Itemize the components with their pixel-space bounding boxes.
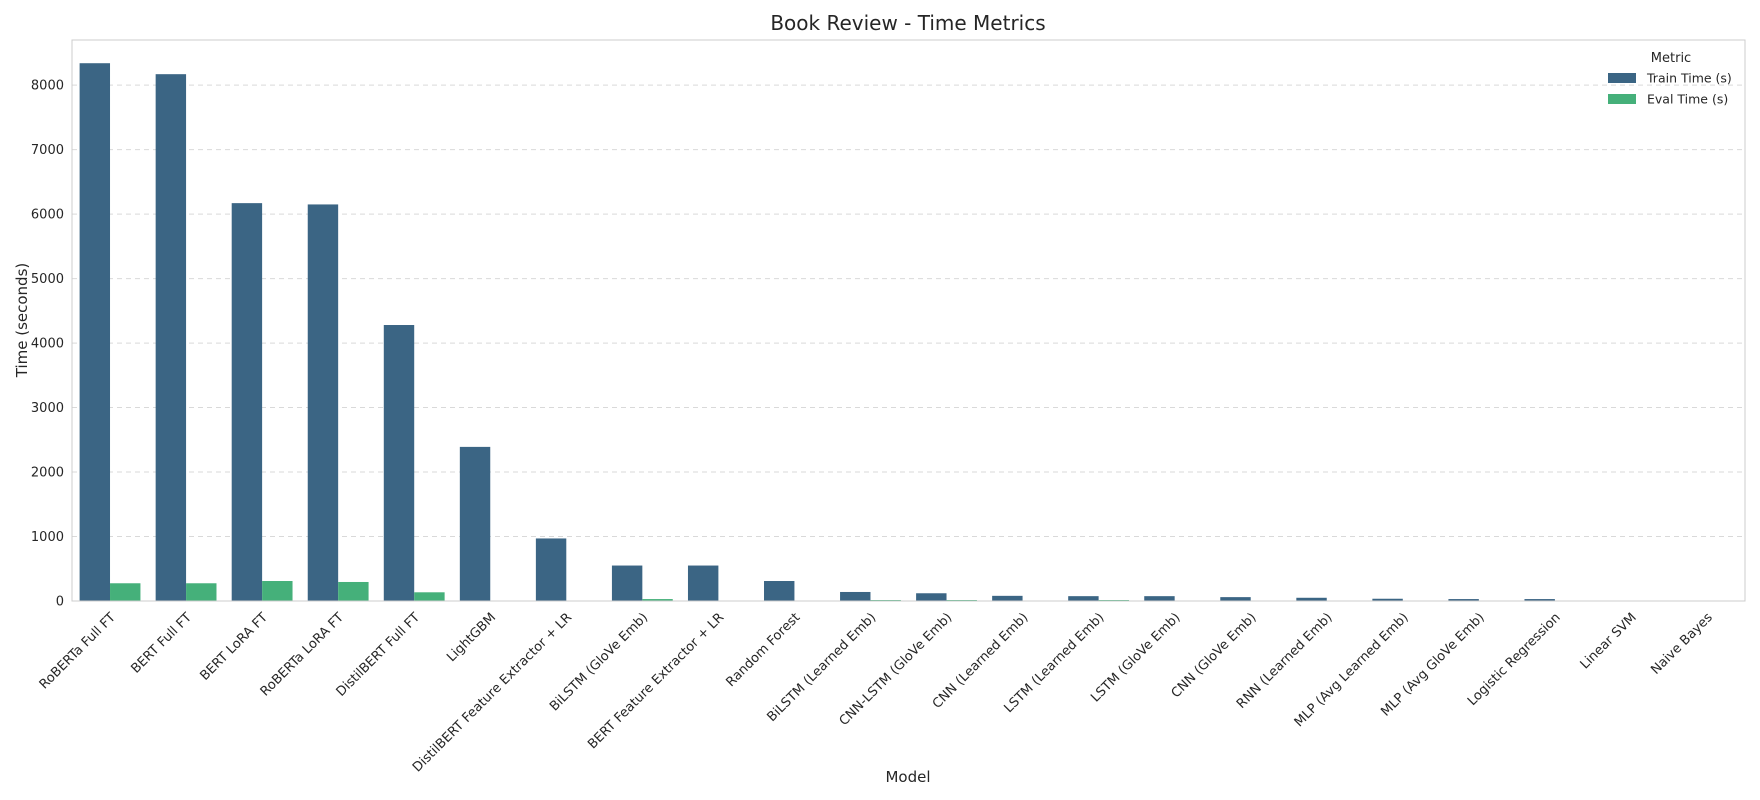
- y-tick-label: 1000: [31, 530, 64, 545]
- x-tick-label: Linear SVM: [1578, 610, 1640, 672]
- x-tick-label: BERT Feature Extractor + LR: [585, 610, 727, 752]
- legend: Metric Train Time (s) Eval Time (s): [1608, 51, 1732, 107]
- bar-train-time: [1448, 599, 1479, 601]
- x-tick-label: Random Forest: [723, 610, 803, 690]
- bar-train-time: [383, 325, 415, 601]
- bar-train-time: [764, 581, 795, 601]
- x-tick-label: Naive Bayes: [1648, 610, 1716, 678]
- y-tick-label: 5000: [31, 272, 64, 287]
- x-tick-label: RoBERTa LoRA FT: [258, 610, 347, 699]
- legend-entry: Eval Time (s): [1647, 92, 1728, 107]
- x-axis-label: Model: [885, 768, 930, 786]
- bar-eval-time: [338, 581, 369, 601]
- x-tick-label: BERT LoRA FT: [197, 610, 271, 684]
- y-tick-label: 7000: [31, 143, 64, 158]
- legend-title: Metric: [1651, 51, 1691, 66]
- x-tick-label: LightGBM: [444, 610, 499, 665]
- bar-train-time: [1220, 597, 1251, 601]
- bar-eval-time: [642, 599, 673, 601]
- bar-train-time: [307, 204, 339, 601]
- legend-swatch: [1608, 73, 1636, 83]
- legend-swatch: [1608, 94, 1636, 104]
- y-axis-label: Time (seconds): [13, 263, 31, 379]
- bar-train-time: [535, 538, 567, 601]
- bar-train-time: [1296, 597, 1327, 601]
- chart-title: Book Review - Time Metrics: [770, 11, 1045, 35]
- bar-train-time: [840, 591, 871, 601]
- bar-train-time: [611, 565, 643, 601]
- plot-area-frame: [71, 39, 1746, 602]
- bar-train-time: [155, 74, 187, 602]
- x-tick-label: CNN (GloVe Emb): [1169, 610, 1260, 701]
- bar-train-time: [231, 203, 263, 602]
- x-tick-label: DistilBERT Full FT: [334, 610, 424, 700]
- bar-eval-time: [186, 583, 217, 601]
- legend-entry: Train Time (s): [1646, 71, 1732, 86]
- bar-train-time: [1372, 598, 1403, 601]
- y-tick-label: 0: [56, 595, 64, 610]
- bar-train-time: [459, 446, 491, 601]
- bar-train-time: [79, 63, 111, 601]
- bar-eval-time: [262, 581, 293, 601]
- y-tick-label: 6000: [31, 208, 64, 223]
- y-axis-ticks: 0 1000 2000 3000 4000 5000 6000 7000 8000: [31, 79, 64, 610]
- bar-train-time: [1524, 599, 1555, 601]
- x-axis-ticks: RoBERTa Full FT BERT Full FT BERT LoRA FTR…: [37, 610, 1716, 775]
- bars-group: [79, 63, 1738, 602]
- y-tick-label: 4000: [31, 337, 64, 352]
- x-tick-label: DistilBERT Feature Extractor + LR: [410, 610, 575, 775]
- bar-train-time: [992, 595, 1023, 601]
- bar-train-time: [916, 593, 947, 601]
- bar-train-time: [1144, 596, 1175, 601]
- bar-train-time: [1068, 596, 1099, 601]
- bar-eval-time: [414, 592, 445, 601]
- bar-train-time: [687, 565, 719, 601]
- y-tick-label: 3000: [31, 401, 64, 416]
- x-tick-label: RoBERTa Full FT: [37, 610, 119, 692]
- bar-eval-time: [110, 583, 141, 601]
- y-tick-label: 2000: [31, 466, 64, 481]
- x-tick-label: BERT Full FT: [129, 610, 195, 676]
- y-tick-label: 8000: [31, 79, 64, 94]
